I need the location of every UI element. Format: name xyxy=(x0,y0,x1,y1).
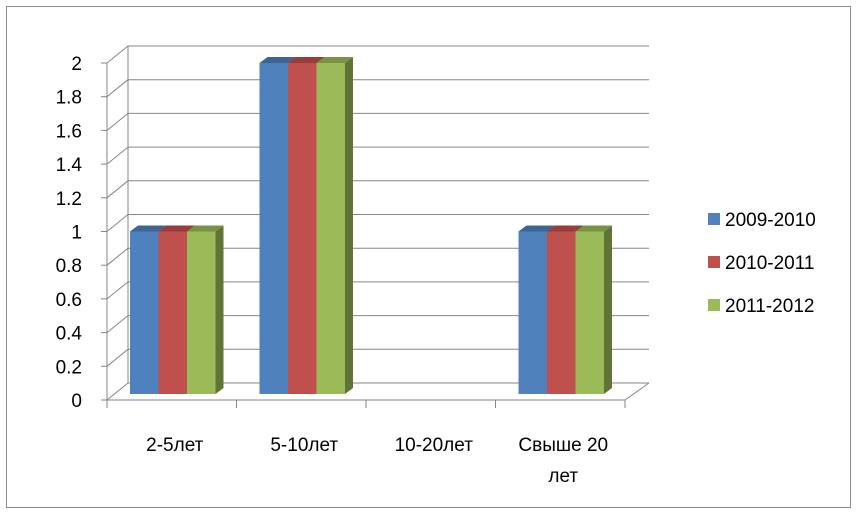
legend-label: 2011-2012 xyxy=(725,296,814,317)
bar-top xyxy=(158,225,195,232)
gridline-connector xyxy=(106,315,129,333)
bar-top xyxy=(288,57,325,63)
bar[interactable] xyxy=(518,225,556,395)
bar-top xyxy=(316,57,353,63)
y-tick-label: 0 xyxy=(71,391,82,412)
gridline-connector xyxy=(106,382,129,401)
bar-side xyxy=(345,57,353,394)
y-tick-label: 1.6 xyxy=(56,121,82,142)
gridline-connector xyxy=(106,146,129,165)
bar-top xyxy=(547,225,584,232)
y-tick-label: 2 xyxy=(71,54,82,75)
gridline-connector xyxy=(106,348,129,367)
bar-front xyxy=(187,231,216,394)
y-tick-label: 0.6 xyxy=(56,290,82,311)
bar-front xyxy=(547,231,576,394)
bar[interactable] xyxy=(575,225,613,395)
gridline-connector xyxy=(106,79,129,98)
x-tick-label: 5-10лет xyxy=(270,435,338,456)
x-tick-label: Свыше 20 xyxy=(518,435,608,456)
bar-top xyxy=(259,57,296,63)
bar-front xyxy=(316,63,345,394)
legend: 2009-2010 2010-2011 2011-2012 xyxy=(708,210,816,317)
y-tick-label: 0.8 xyxy=(56,256,82,277)
legend-swatch xyxy=(708,213,720,225)
legend-swatch xyxy=(708,256,720,268)
gridline-connector xyxy=(106,247,129,266)
legend-label: 2010-2011 xyxy=(725,253,814,274)
legend-label: 2009-2010 xyxy=(725,210,816,231)
legend-swatch xyxy=(708,299,720,311)
bar-top xyxy=(575,225,612,232)
y-tick-label: 0.4 xyxy=(56,324,83,345)
gridline-connector xyxy=(106,214,129,232)
gridline-connector xyxy=(106,45,129,64)
bar[interactable] xyxy=(187,225,224,395)
bar-top xyxy=(518,225,555,232)
bar-side xyxy=(215,225,224,394)
bar-front xyxy=(259,63,288,394)
bar-top xyxy=(187,225,224,232)
bar-side xyxy=(604,225,612,394)
y-tick-label: 1 xyxy=(71,223,82,244)
y-tick-label: 0.2 xyxy=(56,357,82,378)
bar-top xyxy=(130,225,167,232)
bars xyxy=(130,57,612,394)
x-tick-label: лет xyxy=(548,466,578,487)
bar-front xyxy=(575,231,604,394)
gridline-connector xyxy=(106,281,129,300)
bar[interactable] xyxy=(316,57,354,394)
bar-front xyxy=(158,231,187,394)
gridline-connector xyxy=(106,113,129,131)
floor-right-edge xyxy=(624,382,650,401)
bar-front xyxy=(288,63,317,394)
x-tick-label: 10-20лет xyxy=(395,435,474,456)
bar-front xyxy=(130,231,159,394)
y-tick-label: 1.2 xyxy=(56,189,82,210)
x-tick-label: 2-5лет xyxy=(146,435,203,456)
bar-front xyxy=(518,231,547,394)
y-tick-label: 1.4 xyxy=(56,155,83,176)
y-tick-label: 1.8 xyxy=(56,88,82,109)
gridline-connector xyxy=(106,180,129,199)
